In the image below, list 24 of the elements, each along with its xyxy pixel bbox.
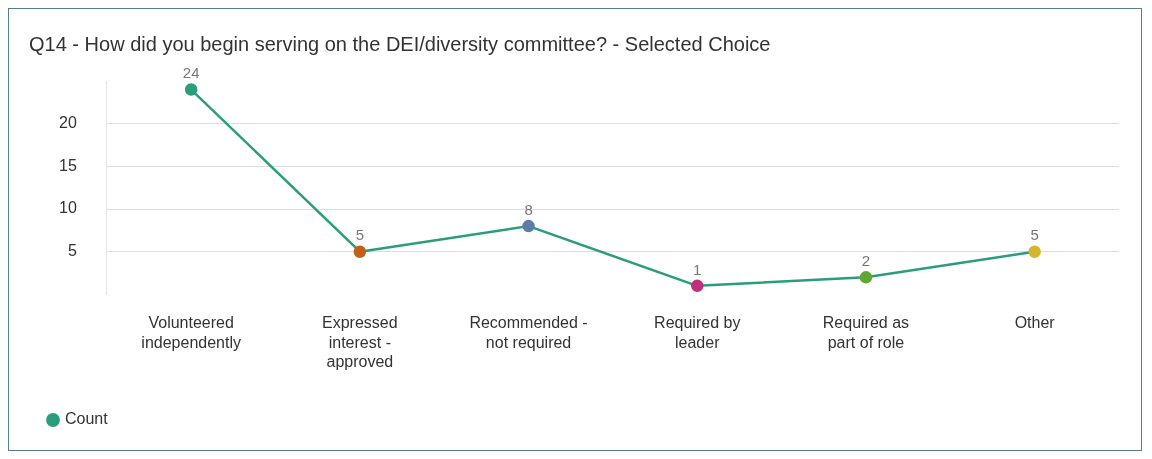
data-label: 5	[355, 226, 365, 244]
point	[691, 279, 704, 293]
chart-title: Q14 - How did you begin serving on the DEI/diversity committee? - Selected Choice	[29, 32, 771, 55]
x-tick-label: Other	[1014, 314, 1056, 332]
point	[353, 245, 367, 258]
data-label: 5	[1030, 226, 1039, 244]
point	[1028, 245, 1041, 258]
data-label: 24	[182, 64, 200, 82]
x-tick-label: Required by leader	[654, 314, 741, 351]
x-tick-label: Recommended - not required	[469, 314, 588, 351]
data-label: 8	[524, 200, 533, 218]
point	[522, 219, 535, 233]
y-tick-label: 20	[59, 114, 77, 132]
point	[184, 83, 198, 96]
data-label: 1	[693, 260, 702, 278]
y-tick-label: 10	[59, 199, 77, 217]
legend-label: Count	[65, 410, 109, 428]
x-tick-label: Expressed interest - approved	[322, 314, 398, 370]
point	[859, 271, 873, 284]
y-tick-label: 5	[67, 242, 77, 260]
y-tick-label: 15	[59, 156, 77, 174]
data-label: 2	[861, 251, 871, 269]
x-tick-label: Volunteered independently	[141, 314, 241, 351]
x-tick-label: Required as part of role	[822, 314, 910, 351]
